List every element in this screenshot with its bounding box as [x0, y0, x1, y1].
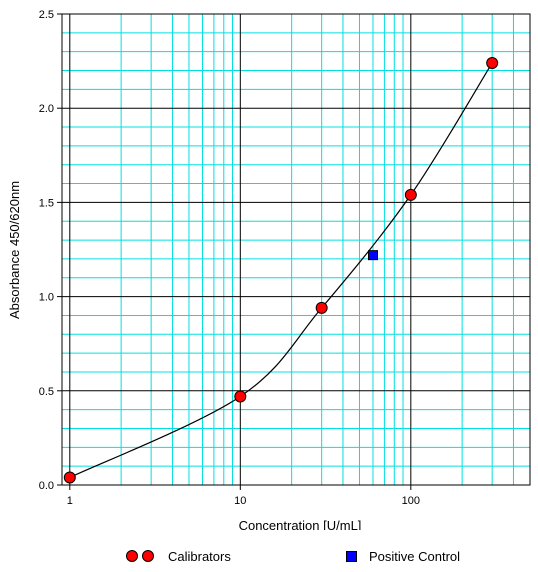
calibrator-point [405, 189, 416, 200]
data-points [64, 57, 497, 482]
calibrator-point [235, 391, 246, 402]
positive-control-marker-icon [346, 551, 357, 562]
calibrator-marker-icon [142, 550, 154, 562]
x-tick-label: 100 [402, 495, 420, 507]
chart: 0.0 0.5 1.0 1.5 2.0 2.5 1 10 100 Concentration [… [0, 0, 538, 530]
plot-border [62, 14, 530, 485]
calibrator-marker-icon [126, 550, 138, 562]
legend-control: Positive Control [346, 547, 460, 565]
x-tick-label: 1 [67, 495, 73, 507]
legend: Calibrators [126, 547, 231, 565]
calibrator-point [316, 302, 327, 313]
fit-curve-path [70, 63, 492, 477]
x-tick-label: 10 [234, 495, 246, 507]
y-tick-label: 2.0 [39, 103, 54, 115]
legend-calibrators-label: Calibrators [168, 549, 231, 564]
fit-curve [70, 63, 492, 477]
plot-frame [62, 14, 530, 485]
y-tick-label: 1.5 [39, 197, 54, 209]
positive-control-point [368, 251, 377, 260]
y-tick-label: 2.5 [39, 9, 54, 21]
calibrator-point [64, 472, 75, 483]
grid [62, 14, 530, 485]
y-axis-label: Absorbance 450/620nm [7, 181, 22, 319]
y-tick-label: 0.0 [39, 480, 54, 492]
legend-positive-control-label: Positive Control [369, 549, 460, 564]
x-axis-label: Concentration [U/mL] [239, 518, 362, 530]
y-tick-label: 1.0 [39, 292, 54, 304]
y-tick-label: 0.5 [39, 386, 54, 398]
calibrator-point [487, 57, 498, 68]
